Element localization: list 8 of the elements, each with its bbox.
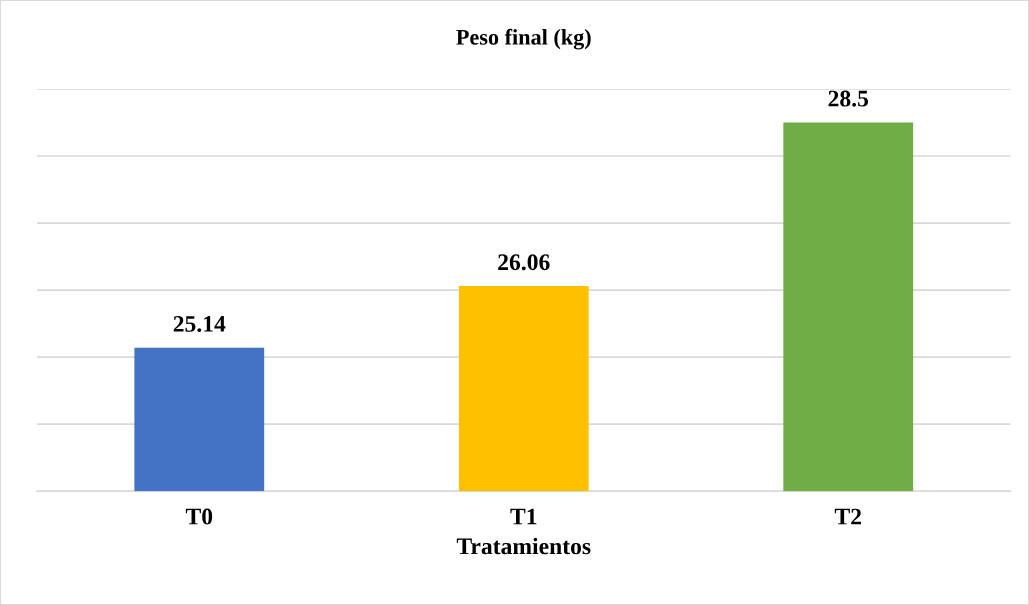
- data-label: 25.14: [173, 315, 226, 332]
- chart-title: Peso final (kg): [456, 28, 591, 50]
- data-label: 28.5: [828, 90, 869, 107]
- x-axis-title: Tratamientos: [456, 537, 591, 555]
- data-label: 26.06: [498, 254, 550, 271]
- x-tick-label: T2: [834, 508, 861, 525]
- x-tick-label: T1: [510, 508, 537, 525]
- x-tick-label: T0: [185, 508, 213, 525]
